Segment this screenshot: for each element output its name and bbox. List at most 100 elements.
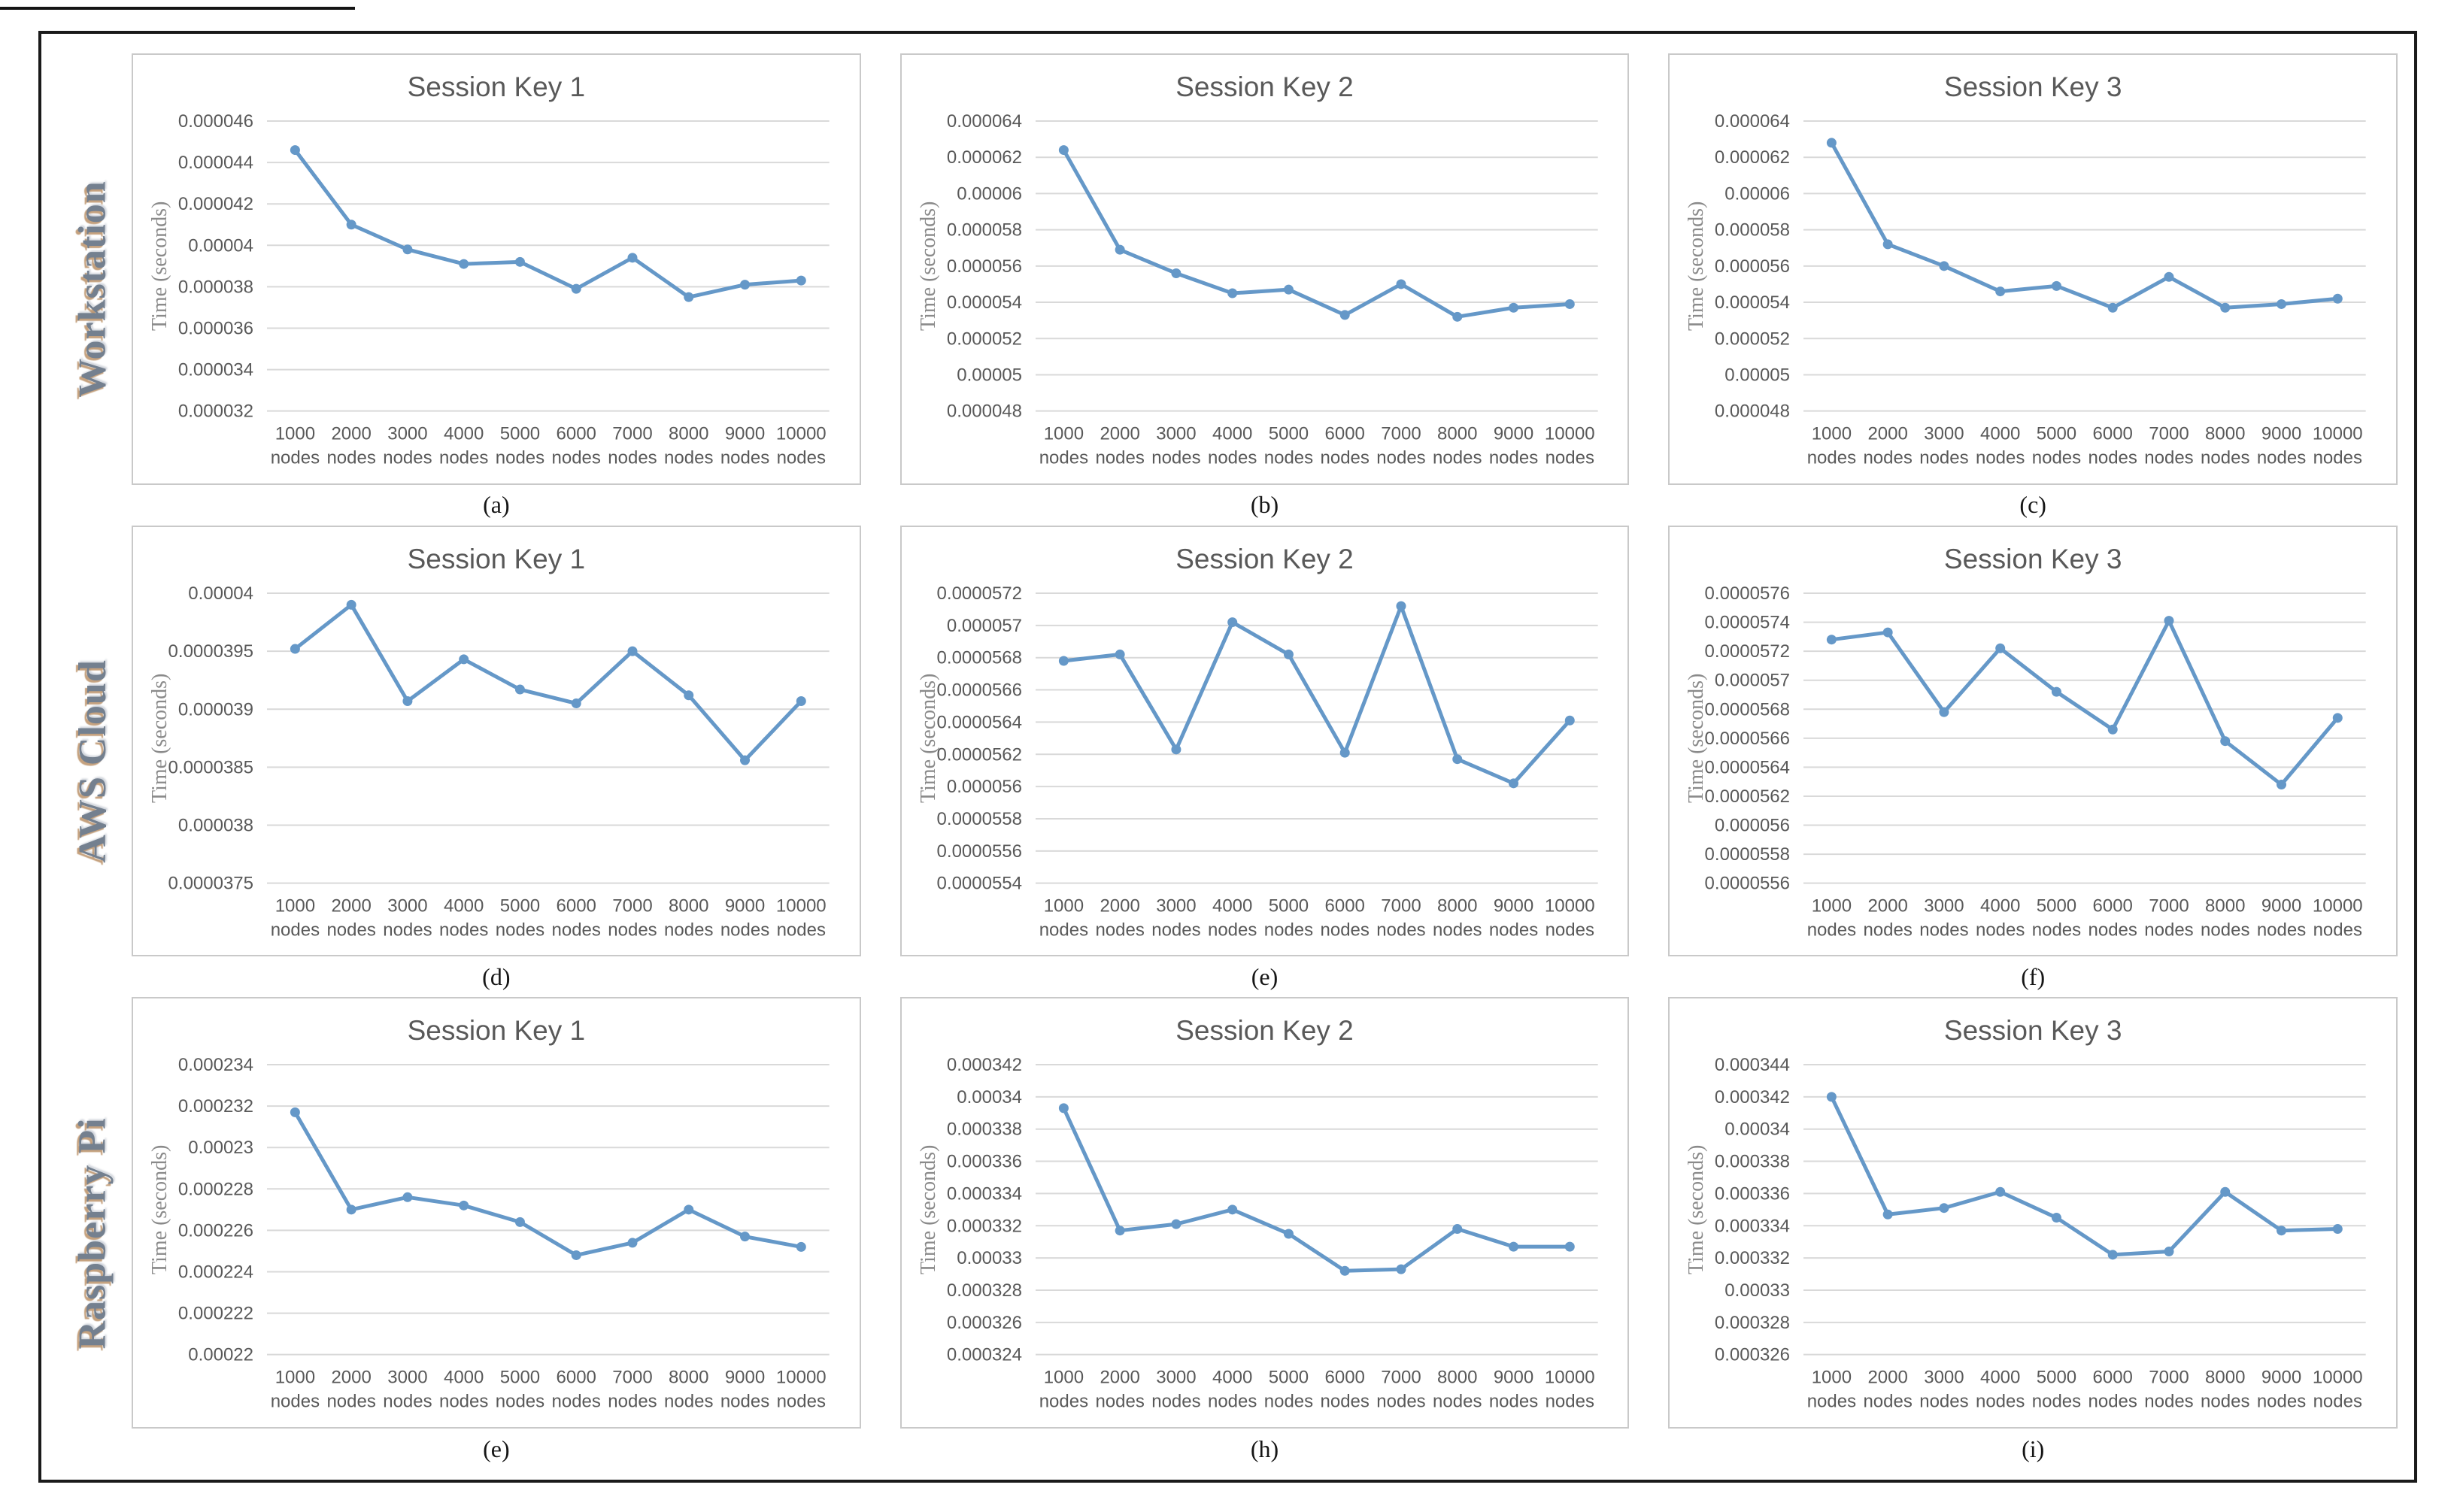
figure-row-aws-cloud: AWS Cloud Session Key 1 0.00004 0.0000395…: [53, 525, 2402, 998]
gridlines: [1803, 120, 2367, 412]
data-point: [2164, 615, 2174, 626]
x-tick-label: nodes: [664, 920, 713, 940]
y-tick-label: 0.000332: [947, 1217, 1022, 1237]
y-tick-label: 0.0000564: [936, 712, 1021, 732]
y-tick-label: 0.00034: [957, 1087, 1022, 1107]
x-tick-label: 9000: [2261, 1368, 2301, 1388]
data-point: [2220, 302, 2231, 313]
y-tick-label: 0.00022: [188, 1345, 253, 1365]
x-tick-label: 6000: [2093, 1368, 2133, 1388]
x-tick-label: nodes: [439, 1392, 488, 1412]
chart-title: Session Key 2: [1175, 543, 1354, 574]
x-tick-label: 4000: [1980, 1368, 2020, 1388]
x-tick-label: 1000: [1043, 424, 1083, 444]
data-series-line: [293, 1111, 803, 1258]
data-points: [1058, 145, 1575, 322]
x-tick-label: 5000: [1268, 895, 1308, 916]
x-tick-label: nodes: [2032, 920, 2081, 940]
x-tick-label: nodes: [1920, 1392, 1969, 1412]
x-tick-label: nodes: [1151, 448, 1200, 468]
x-tick-label: 7000: [612, 1368, 652, 1388]
y-tick-label: 0.000034: [178, 360, 253, 380]
y-axis-title: Time (seconds): [148, 673, 171, 802]
x-tick-label: nodes: [496, 448, 544, 468]
x-tick-label: 7000: [612, 895, 652, 916]
x-tick-label: nodes: [1433, 920, 1482, 940]
x-tick-label: 8000: [2205, 1368, 2245, 1388]
data-point: [1227, 288, 1237, 298]
y-tick-label: 0.0000562: [1705, 786, 1790, 807]
x-tick-label: nodes: [1920, 920, 1969, 940]
x-tick-label: nodes: [2201, 920, 2249, 940]
data-series-line: [293, 148, 803, 299]
x-tick-label: nodes: [2313, 448, 2362, 468]
data-point: [1508, 1241, 1518, 1252]
x-tick-label: nodes: [271, 448, 320, 468]
data-point: [1283, 284, 1294, 295]
x-tick-label: 2000: [1100, 424, 1139, 444]
data-point: [1508, 302, 1518, 313]
data-point: [1827, 138, 1837, 148]
y-tick-label: 0.000338: [1715, 1152, 1790, 1172]
data-point: [684, 689, 694, 700]
x-tick-label: nodes: [1976, 920, 2025, 940]
x-tick-label: nodes: [2088, 920, 2137, 940]
y-tick-label: 0.000032: [178, 401, 253, 422]
data-point: [2164, 1247, 2174, 1257]
x-tick-label: nodes: [1095, 920, 1144, 940]
data-point: [796, 695, 806, 706]
y-tick-label: 0.000048: [947, 401, 1022, 422]
x-tick-label: 9000: [1493, 1368, 1533, 1388]
x-tick-label: nodes: [2313, 1392, 2362, 1412]
data-point: [2052, 280, 2062, 291]
chart-panel: Session Key 1 0.000234 0.000232 0.00023 0.0…: [132, 997, 861, 1429]
x-tick-label: 10000: [2313, 424, 2363, 444]
y-tick-label: 0.000056: [947, 256, 1022, 277]
x-tick-label: nodes: [1488, 1392, 1537, 1412]
data-point: [459, 654, 469, 665]
x-tick-label: 3000: [1156, 1368, 1196, 1388]
x-tick-label: 1000: [275, 424, 315, 444]
chart-title: Session Key 1: [407, 543, 586, 574]
x-tick-label: nodes: [2088, 1392, 2137, 1412]
y-tick-label: 0.0000572: [1705, 641, 1790, 662]
y-tick-label: 0.000058: [947, 220, 1022, 241]
data-point: [2333, 713, 2343, 723]
data-point: [290, 644, 300, 654]
x-tick-label: 3000: [1156, 895, 1196, 916]
x-tick-label: 6000: [557, 1368, 596, 1388]
chart-caption: (e): [483, 1435, 510, 1462]
y-tick-label: 0.000342: [1715, 1087, 1790, 1107]
chart-panel: Session Key 2 0.000342 0.00034 0.000338 0.0…: [899, 997, 1630, 1429]
x-tick-label: 5000: [500, 895, 540, 916]
chart-title: Session Key 2: [1175, 1015, 1354, 1047]
data-point: [627, 253, 638, 263]
y-tick-label: 0.0000568: [936, 647, 1021, 668]
gridlines: [1035, 1064, 1598, 1356]
row-label-raspberry-pi: Raspberry Pi: [71, 1117, 114, 1350]
x-tick-label: 10000: [776, 424, 827, 444]
y-tick-labels: 0.000344 0.000342 0.00034 0.000338 0.000336 0…: [1715, 1055, 1790, 1365]
y-tick-label: 0.000052: [1715, 329, 1790, 349]
x-tick-label: nodes: [720, 1392, 769, 1412]
x-tick-label: 3000: [1925, 424, 1964, 444]
x-tick-label: nodes: [608, 448, 657, 468]
x-tick-label: 3000: [1156, 424, 1196, 444]
x-tick-label: nodes: [2257, 920, 2306, 940]
x-tick-label: nodes: [1545, 1392, 1594, 1412]
y-tick-label: 0.000054: [947, 292, 1022, 313]
x-tick-label: nodes: [1433, 448, 1482, 468]
data-point: [1227, 617, 1237, 627]
data-point: [2220, 735, 2231, 746]
x-tick-label: nodes: [1263, 1392, 1312, 1412]
chart-panel: Session Key 3 0.000344 0.000342 0.00034 0.0…: [1668, 997, 2398, 1429]
chart-caption: (i): [2022, 1435, 2045, 1462]
x-tick-label: nodes: [608, 920, 657, 940]
x-tick-label: 6000: [2093, 424, 2133, 444]
x-tick-label: 7000: [2149, 424, 2189, 444]
x-tick-label: 1000: [1043, 1368, 1083, 1388]
data-point: [740, 755, 751, 765]
data-series-line: [1061, 148, 1572, 319]
x-tick-label: nodes: [2257, 1392, 2306, 1412]
data-point: [1451, 753, 1462, 764]
